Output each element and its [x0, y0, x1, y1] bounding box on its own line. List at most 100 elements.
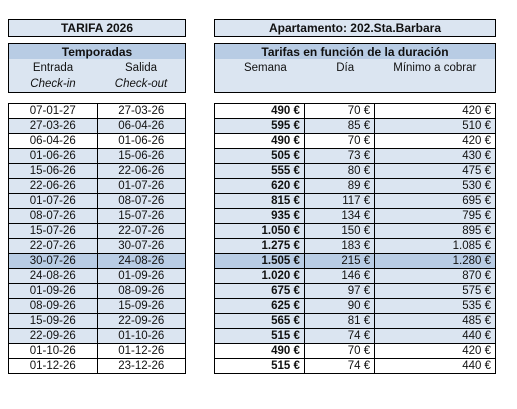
dia-cell: 134 € [303, 208, 376, 224]
semana-cell: 515 € [214, 328, 305, 344]
table-row: 555 €80 €475 € [214, 163, 496, 179]
table-row: 505 €73 €430 € [214, 148, 496, 164]
salida-cell: 15-06-26 [96, 148, 186, 164]
salida-cell: 08-09-26 [96, 283, 186, 299]
semana-cell: 555 € [214, 163, 305, 179]
entrada-cell: 15-07-26 [8, 223, 98, 239]
entrada-cell: 06-04-26 [8, 133, 98, 149]
minimo-cell: 795 € [374, 208, 496, 224]
entrada-cell: 01-07-26 [8, 193, 98, 209]
salida-header: Salida [125, 61, 157, 74]
table-row: 815 €117 €695 € [214, 193, 496, 209]
entrada-cell: 01-06-26 [8, 148, 98, 164]
minimo-cell: 870 € [374, 268, 496, 284]
semana-cell: 1.505 € [214, 253, 305, 269]
apartment-title-text: Apartamento: 202.Sta.Barbara [268, 21, 442, 35]
salida-cell: 08-07-26 [96, 193, 186, 209]
salida-cell: 01-09-26 [96, 268, 186, 284]
salida-cell: 22-07-26 [96, 223, 186, 239]
table-row: 01-06-26 15-06-26 [8, 148, 186, 164]
minimo-cell: 440 € [374, 358, 496, 374]
semana-cell: 1.050 € [214, 223, 305, 239]
entrada-cell: 15-09-26 [8, 313, 98, 329]
dia-cell: 183 € [303, 238, 376, 254]
rates-column-subheader [214, 76, 496, 93]
entrada-cell: 01-12-26 [8, 358, 98, 374]
table-row: 595 €85 €510 € [214, 118, 496, 134]
entrada-cell: 24-08-26 [8, 268, 98, 284]
salida-cell: 01-06-26 [96, 133, 186, 149]
dia-cell: 97 € [303, 283, 376, 299]
semana-cell: 620 € [214, 178, 305, 194]
table-row: 22-06-26 01-07-26 [8, 178, 186, 194]
minimo-cell: 420 € [374, 343, 496, 359]
check-in-label: Check-in [30, 78, 76, 90]
table-row: 01-12-26 23-12-26 [8, 358, 186, 374]
dia-cell: 74 € [303, 328, 376, 344]
rates-header: Tarifas en función de la duración Semana… [214, 43, 496, 93]
entrada-cell: 08-07-26 [8, 208, 98, 224]
table-row: 07-01-27 27-03-26 [8, 103, 186, 119]
table-row: 1.275 €183 €1.085 € [214, 238, 496, 254]
semana-cell: 815 € [214, 193, 305, 209]
entrada-cell: 22-06-26 [8, 178, 98, 194]
entrada-cell: 22-09-26 [8, 328, 98, 344]
semana-cell: 935 € [214, 208, 305, 224]
salida-cell: 23-12-26 [96, 358, 186, 374]
dia-cell: 215 € [303, 253, 376, 269]
dia-cell: 150 € [303, 223, 376, 239]
table-row: 22-09-26 01-10-26 [8, 328, 186, 344]
apartment-title: Apartamento: 202.Sta.Barbara [214, 19, 496, 37]
minimo-cell: 485 € [374, 313, 496, 329]
minimo-cell: 1.085 € [374, 238, 496, 254]
semana-header: Semana [243, 61, 287, 74]
entrada-cell: 01-09-26 [8, 283, 98, 299]
salida-cell: 06-04-26 [96, 118, 186, 134]
table-row: 625 €90 €535 € [214, 298, 496, 314]
table-row: 08-07-26 15-07-26 [8, 208, 186, 224]
table-row: 30-07-26 24-08-26 [8, 253, 186, 269]
table-row: 935 €134 €795 € [214, 208, 496, 224]
salida-cell: 01-12-26 [96, 343, 186, 359]
dia-cell: 70 € [303, 343, 376, 359]
seasons-group-header: Temporadas [8, 43, 186, 59]
semana-cell: 1.275 € [214, 238, 305, 254]
dia-header: Día [336, 61, 355, 74]
salida-cell: 15-07-26 [96, 208, 186, 224]
dia-cell: 90 € [303, 298, 376, 314]
rates-group-header: Tarifas en función de la duración [214, 43, 496, 59]
table-row: 565 €81 €485 € [214, 313, 496, 329]
semana-cell: 505 € [214, 148, 305, 164]
minimo-cell: 510 € [374, 118, 496, 134]
table-row: 1.505 €215 €1.280 € [214, 253, 496, 269]
dia-cell: 73 € [303, 148, 376, 164]
semana-cell: 490 € [214, 343, 305, 359]
entrada-cell: 15-06-26 [8, 163, 98, 179]
dia-cell: 89 € [303, 178, 376, 194]
check-out-label: Check-out [114, 78, 168, 90]
entrada-cell: 07-01-27 [8, 103, 98, 119]
semana-cell: 625 € [214, 298, 305, 314]
table-row: 490 €70 €420 € [214, 343, 496, 359]
semana-cell: 1.020 € [214, 268, 305, 284]
semana-cell: 565 € [214, 313, 305, 329]
semana-cell: 595 € [214, 118, 305, 134]
salida-cell: 01-07-26 [96, 178, 186, 194]
minimo-cell: 475 € [374, 163, 496, 179]
entrada-cell: 22-07-26 [8, 238, 98, 254]
salida-cell: 24-08-26 [96, 253, 186, 269]
salida-cell: 22-06-26 [96, 163, 186, 179]
table-row: 490 €70 €420 € [214, 103, 496, 119]
minimo-cell: 440 € [374, 328, 496, 344]
dia-cell: 70 € [303, 103, 376, 119]
seasons-column-header: Entrada Salida [8, 59, 186, 76]
table-row: 490 €70 €420 € [214, 133, 496, 149]
semana-cell: 490 € [214, 103, 305, 119]
minimo-cell: 575 € [374, 283, 496, 299]
table-row: 620 €89 €530 € [214, 178, 496, 194]
dia-cell: 80 € [303, 163, 376, 179]
table-row: 515 €74 €440 € [214, 358, 496, 374]
seasons-header: Temporadas Entrada Salida Check-in Check… [8, 43, 186, 93]
table-row: 515 €74 €440 € [214, 328, 496, 344]
rates-column-header: Semana Día Mínimo a cobrar [214, 59, 496, 76]
